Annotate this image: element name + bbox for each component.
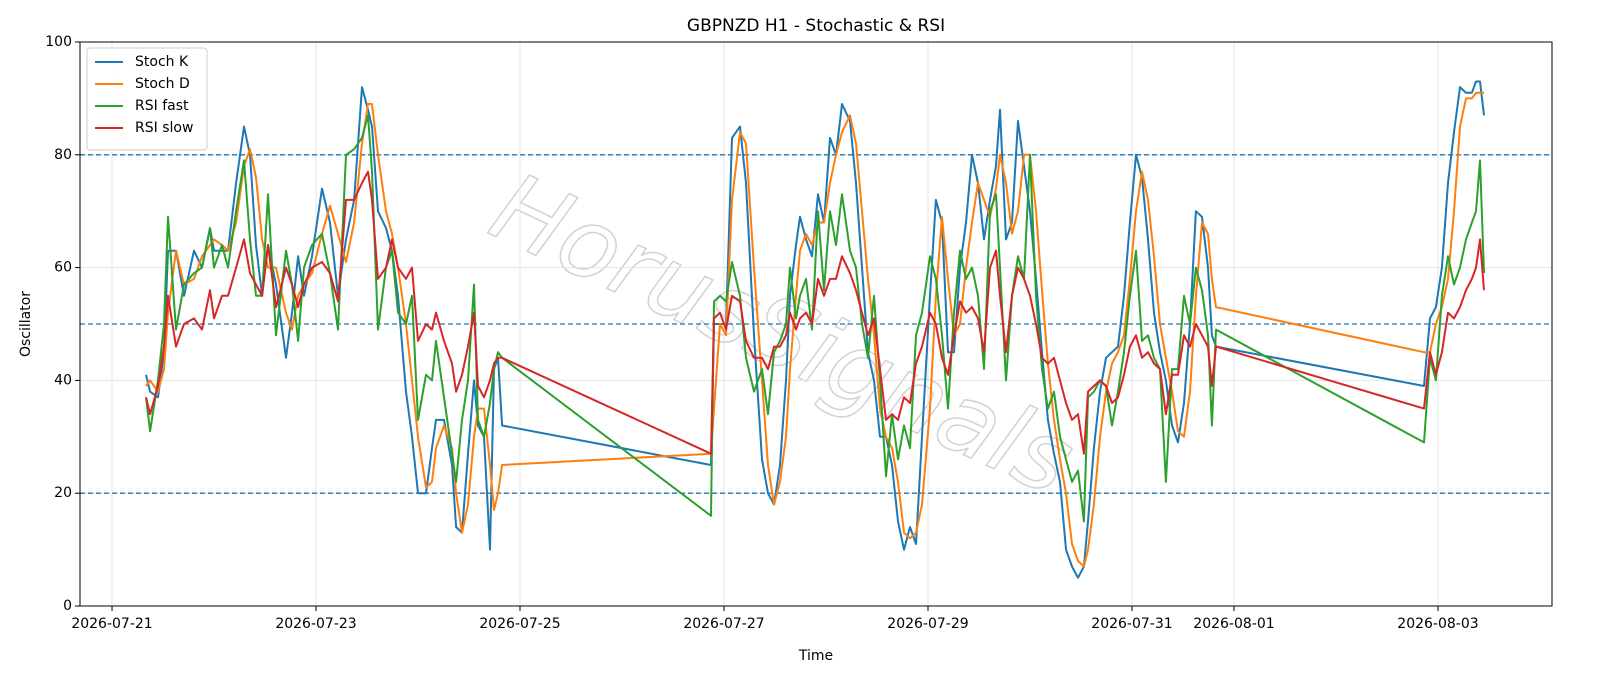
y-tick-label: 100 [45, 34, 72, 50]
x-tick-label: 2026-08-03 [1397, 616, 1478, 632]
legend: Stoch K Stoch D RSI fast RSI slow [86, 47, 208, 151]
legend-box [86, 47, 208, 151]
legend-label: Stoch K [135, 54, 189, 70]
y-axis-label: Oscillator [18, 291, 34, 357]
x-tick-label: 2026-07-21 [71, 616, 152, 632]
x-tick-label: 2026-07-25 [479, 616, 560, 632]
series-line [145, 91, 1484, 568]
plot-frame [79, 41, 1553, 607]
x-tick-label: 2026-07-23 [275, 616, 356, 632]
x-tick-label: 2026-07-31 [1091, 616, 1172, 632]
y-tick-label: 0 [63, 598, 72, 614]
legend-label: Stoch D [135, 76, 190, 92]
x-axis-label: Time [798, 648, 833, 664]
x-tick-label: 2026-08-01 [1193, 616, 1274, 632]
x-tick-label: 2026-07-27 [683, 616, 764, 632]
y-tick-label: 20 [54, 485, 72, 501]
legend-label: RSI slow [135, 120, 193, 136]
series-line [145, 114, 1485, 523]
legend-label: RSI fast [135, 98, 189, 114]
x-tick-label: 2026-07-29 [887, 616, 968, 632]
y-tick-label: 60 [54, 260, 72, 276]
y-tick-label: 80 [54, 147, 72, 163]
series-line [145, 170, 1485, 455]
chart-title: GBPNZD H1 - Stochastic & RSI [687, 16, 945, 36]
y-tick-label: 40 [54, 372, 72, 388]
